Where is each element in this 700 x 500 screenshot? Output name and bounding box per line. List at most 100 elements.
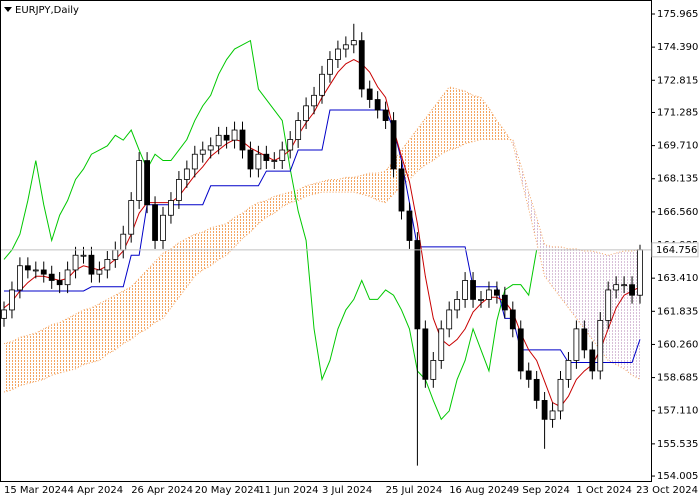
cloud-segment	[123, 286, 132, 344]
candle-body	[358, 40, 365, 90]
cloud-segment	[504, 131, 513, 144]
candle-body	[263, 153, 270, 161]
candle-body	[207, 145, 214, 151]
cloud-segment	[27, 333, 36, 384]
symbol-menu-icon[interactable]	[4, 7, 12, 12]
cloud-segment	[51, 322, 60, 376]
x-tick-label: 26 Apr 2024	[131, 485, 193, 496]
candle-body	[334, 48, 341, 60]
candle-body	[525, 370, 532, 380]
cloud-segment	[425, 107, 434, 165]
candle-body	[605, 289, 612, 321]
cloud-segment	[568, 248, 577, 319]
candle-body	[303, 105, 310, 121]
candle-body	[438, 328, 445, 361]
cloud-segment	[178, 238, 187, 298]
cloud-segment	[75, 309, 84, 369]
cloud-segment	[361, 173, 370, 197]
cloud-segment	[377, 171, 386, 203]
candle-body	[80, 254, 87, 257]
cloud-segment	[258, 200, 267, 224]
cloud-segment	[4, 341, 12, 392]
candle-body	[557, 378, 564, 412]
cloud-segment	[147, 261, 156, 329]
x-tick-label: 4 Apr 2024	[68, 485, 123, 496]
cloud-segment	[417, 118, 426, 172]
candle-body	[406, 210, 413, 241]
candle-body	[430, 360, 437, 380]
candle-body	[96, 269, 103, 275]
cloud-segment	[107, 295, 116, 355]
last-price-label: 164.756	[656, 245, 697, 256]
indicator-line	[3, 39, 538, 421]
cloud-segment	[409, 128, 418, 180]
candle-body	[183, 168, 190, 180]
candle-body	[191, 153, 198, 170]
cloud-segment	[552, 246, 561, 298]
candle-body	[517, 328, 524, 372]
candle-body	[342, 44, 349, 50]
cloud-segment	[131, 278, 140, 340]
candle-body	[541, 400, 548, 420]
candle-body	[366, 88, 373, 100]
candle-body	[470, 280, 476, 300]
candle-body	[454, 299, 461, 311]
candle-body	[152, 204, 158, 241]
candle-body	[32, 269, 39, 272]
cloud-segment	[59, 318, 68, 374]
candle-body	[319, 73, 325, 96]
cloud-segment	[115, 290, 124, 350]
candle-body	[160, 214, 166, 241]
plot-border	[0, 0, 652, 482]
cloud-segment	[43, 324, 52, 380]
y-tick-label: 163.410	[657, 273, 698, 284]
cloud-segment	[306, 183, 315, 197]
plot-area	[0, 23, 651, 466]
cloud-segment	[83, 307, 92, 365]
x-tick-label: 16 Aug 2024	[449, 485, 513, 496]
candle-body	[231, 129, 238, 141]
candle-body	[9, 289, 15, 311]
candle-body	[48, 273, 55, 281]
candle-body	[462, 280, 469, 300]
y-tick-label: 161.835	[657, 306, 698, 317]
cloud-segment	[473, 95, 481, 142]
candle-body	[24, 265, 31, 271]
candle-body	[175, 179, 182, 201]
y-tick-label: 169.710	[657, 141, 698, 152]
candle-body	[493, 289, 500, 296]
cloud-segment	[496, 120, 505, 140]
cloud-segment	[91, 303, 100, 363]
cloud-segment	[322, 179, 330, 193]
cloud-segment	[488, 107, 497, 140]
candle-body	[382, 109, 389, 121]
candle-body	[390, 120, 397, 170]
cloud-segment	[337, 177, 346, 193]
cloud-segment	[616, 251, 625, 369]
candle-body	[478, 299, 484, 301]
y-tick-label: 166.560	[657, 207, 698, 218]
x-tick-label: 25 Jul 2024	[386, 485, 443, 496]
candle-body	[16, 265, 23, 291]
cloud-segment	[234, 213, 243, 247]
candle-body	[398, 168, 405, 212]
candle-body	[581, 328, 588, 351]
cloud-segment	[608, 253, 617, 365]
candle-body	[621, 284, 627, 287]
candle-body	[128, 200, 135, 235]
cloud-segment	[584, 251, 593, 340]
candle-body	[501, 294, 508, 311]
cloud-segment	[560, 246, 569, 308]
x-tick-label: 23 Oct 2024	[636, 485, 698, 496]
cloud-segment	[465, 91, 474, 144]
cloud-segment	[544, 244, 553, 287]
candle-body	[223, 134, 230, 141]
candle-body	[215, 134, 222, 147]
y-tick-label: 175.965	[657, 9, 698, 20]
cloud-segment	[329, 179, 338, 193]
cloud-segment	[194, 232, 203, 277]
cloud-segment	[250, 202, 259, 233]
cloud-segment	[170, 242, 179, 308]
